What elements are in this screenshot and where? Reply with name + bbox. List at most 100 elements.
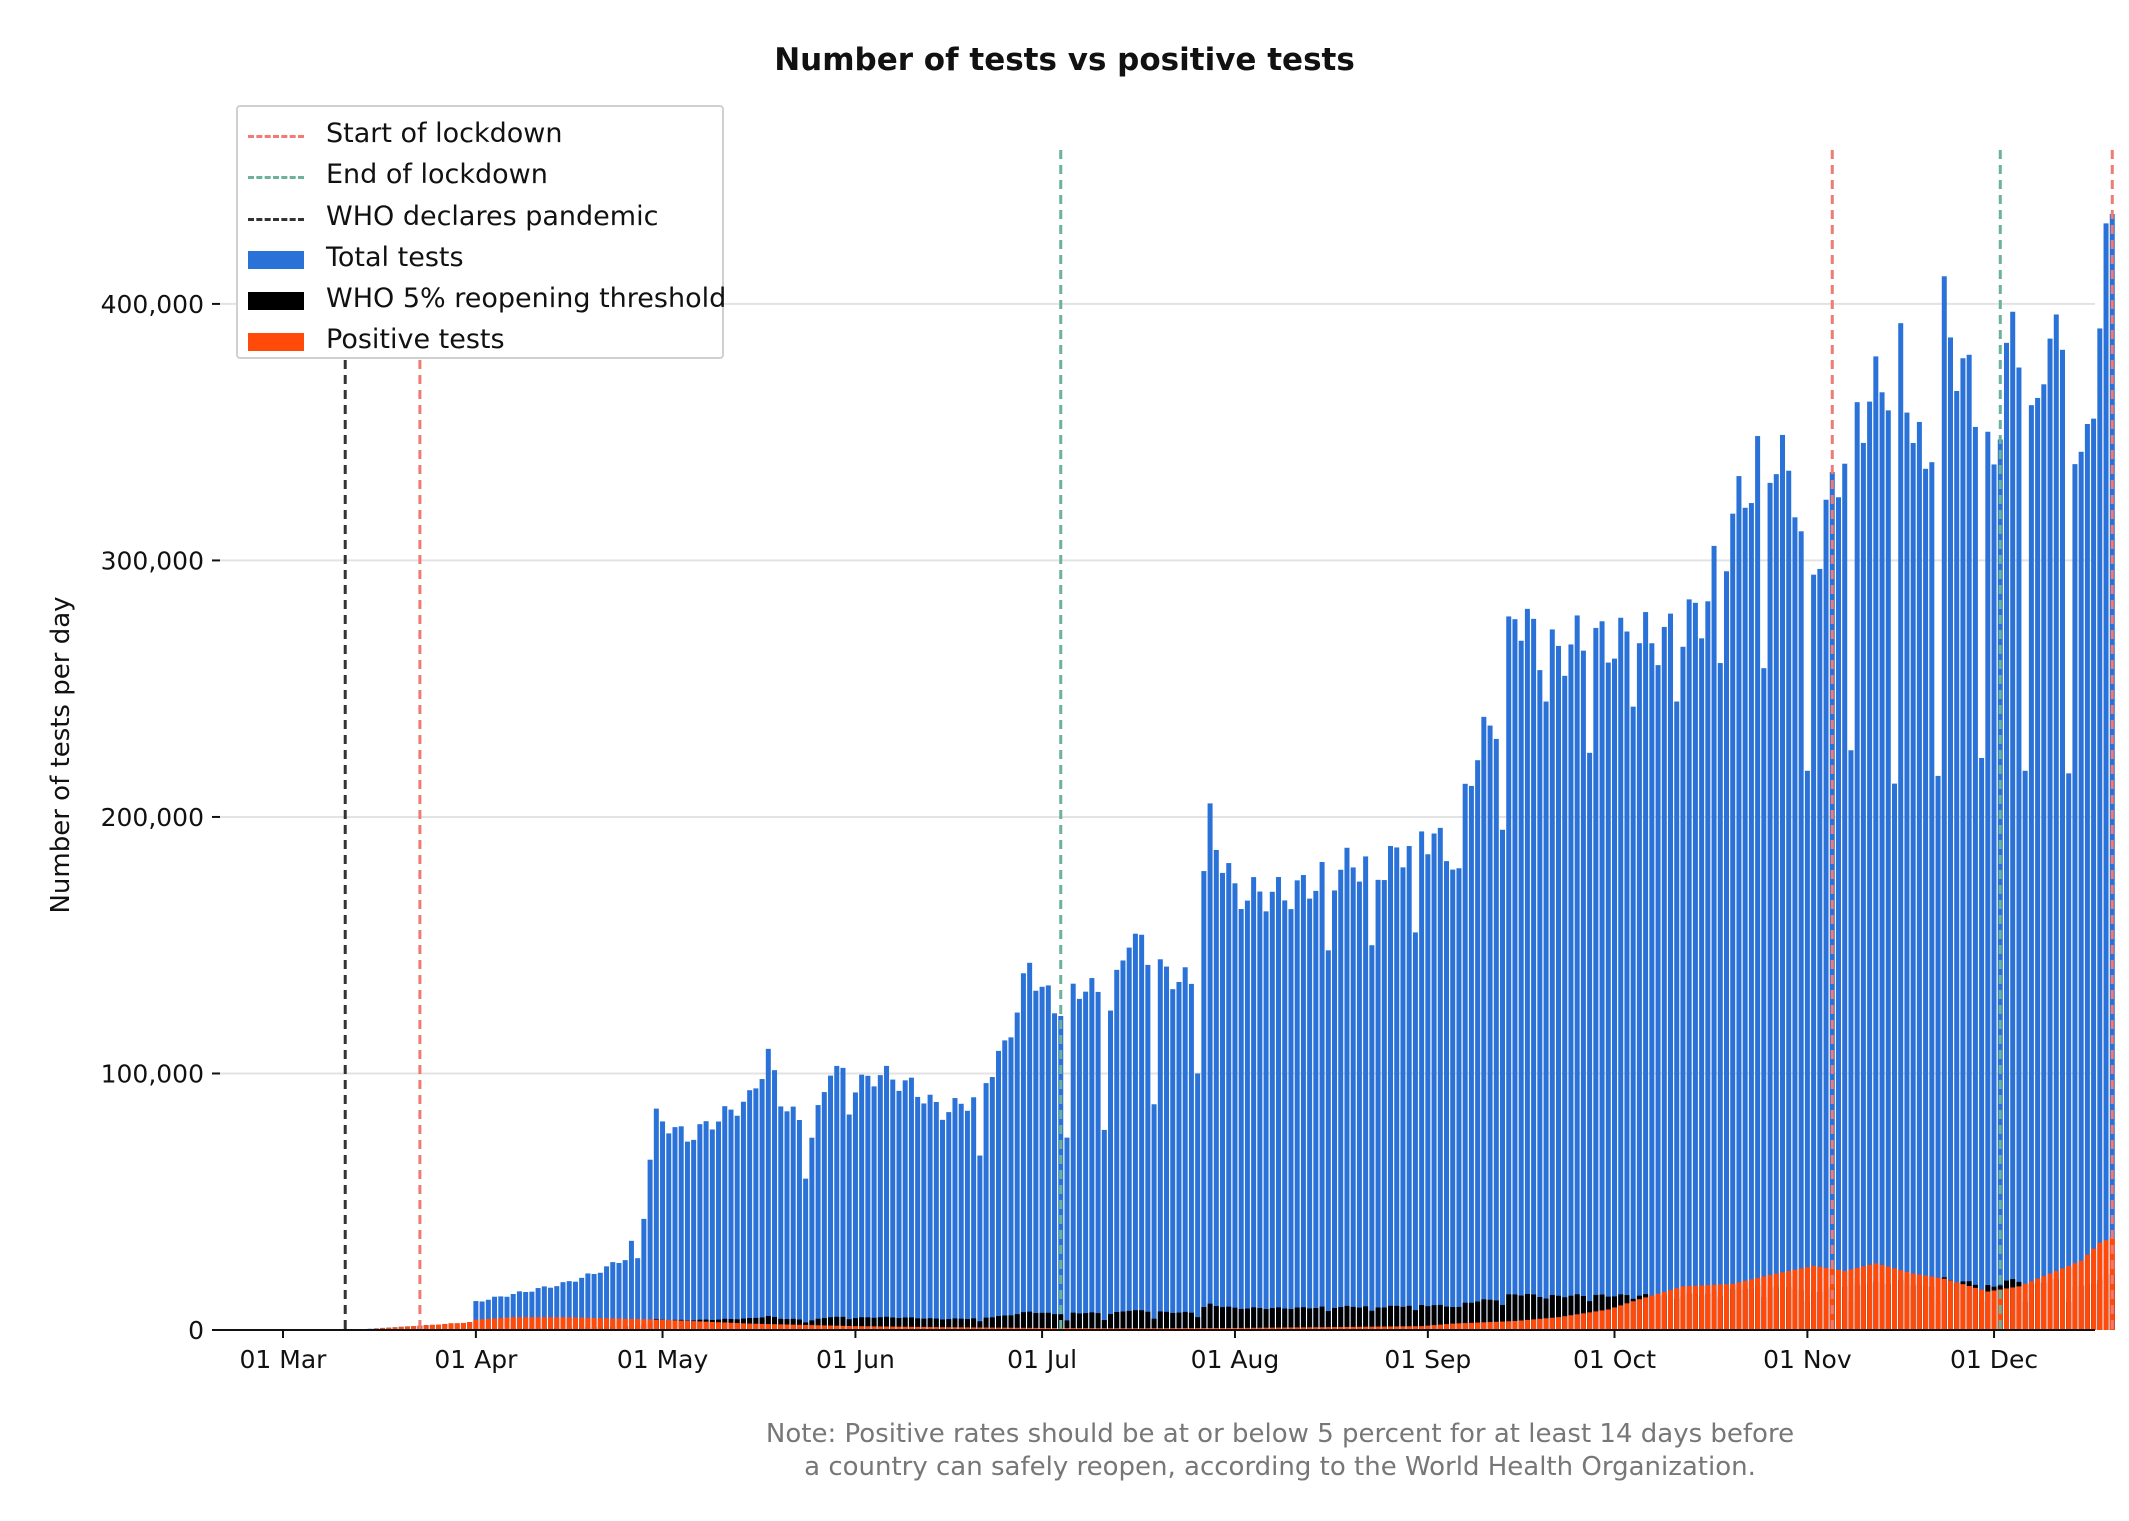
bar-positive-tests [504, 1317, 510, 1330]
bar-positive-tests [809, 1325, 815, 1330]
bar-who-threshold [1543, 1298, 1549, 1330]
bar-positive-tests [803, 1324, 809, 1330]
bar-total-tests [877, 1075, 883, 1330]
bar-total-tests [1923, 468, 1929, 1330]
bar-positive-tests [1269, 1327, 1275, 1330]
bar-total-tests [1804, 770, 1810, 1330]
legend-swatch [248, 217, 304, 221]
bar-total-tests [1624, 631, 1630, 1330]
bar-who-threshold [1164, 1311, 1170, 1330]
bar-positive-tests [1761, 1276, 1767, 1330]
bar-positive-tests [1220, 1327, 1226, 1330]
bar-total-tests [1481, 716, 1487, 1330]
bar-total-tests [1947, 337, 1953, 1330]
bar-who-threshold [852, 1318, 858, 1330]
bar-total-tests [1699, 638, 1705, 1330]
bar-positive-tests [778, 1324, 784, 1330]
bar-total-tests [1531, 618, 1537, 1330]
bar-positive-tests [728, 1322, 734, 1330]
bar-positive-tests [1537, 1318, 1543, 1330]
bar-positive-tests [1786, 1271, 1792, 1330]
x-tick-label: 01 Nov [1763, 1345, 1852, 1374]
bar-who-threshold [815, 1318, 821, 1330]
bar-total-tests [1052, 1013, 1058, 1330]
bar-total-tests [1823, 499, 1829, 1330]
bar-total-tests [821, 1092, 827, 1330]
bar-positive-tests [1692, 1285, 1698, 1330]
bar-positive-tests [1972, 1287, 1978, 1330]
bar-positive-tests [1052, 1327, 1058, 1330]
legend-item: WHO 5% reopening threshold [238, 279, 726, 320]
bar-total-tests [591, 1273, 597, 1330]
bar-total-tests [1842, 463, 1848, 1331]
bar-who-threshold [1294, 1307, 1300, 1330]
y-axis-label: Number of tests per day [46, 596, 76, 913]
bar-total-tests [1798, 531, 1804, 1330]
legend-item: Positive tests [238, 320, 722, 361]
bar-total-tests [653, 1108, 659, 1330]
bar-positive-tests [1767, 1275, 1773, 1330]
bar-who-threshold [1462, 1302, 1468, 1330]
bar-total-tests [2047, 338, 2053, 1330]
bar-positive-tests [940, 1327, 946, 1330]
bar-total-tests [510, 1293, 516, 1330]
bar-positive-tests [1412, 1326, 1418, 1330]
bar-positive-tests [740, 1323, 746, 1330]
bar-total-tests [1649, 643, 1655, 1330]
bar-total-tests [1873, 356, 1879, 1331]
bar-positive-tests [1742, 1280, 1748, 1330]
bar-positive-tests [1450, 1323, 1456, 1330]
legend-item: End of lockdown [238, 155, 722, 196]
bar-who-threshold [1170, 1312, 1176, 1330]
bar-total-tests [1120, 960, 1126, 1330]
bar-total-tests [1045, 985, 1051, 1330]
bar-positive-tests [1618, 1305, 1624, 1330]
bar-positive-tests [877, 1326, 883, 1330]
bar-who-threshold [1307, 1308, 1313, 1330]
bar-who-threshold [1201, 1307, 1207, 1330]
bar-positive-tests [1730, 1283, 1736, 1330]
bar-positive-tests [859, 1326, 865, 1330]
bar-total-tests [1375, 879, 1381, 1330]
bar-who-threshold [1002, 1315, 1008, 1330]
bar-who-threshold [1052, 1314, 1058, 1330]
bar-total-tests [1419, 831, 1425, 1330]
bar-total-tests [1493, 738, 1499, 1330]
bar-positive-tests [977, 1327, 983, 1330]
bar-total-tests [734, 1115, 740, 1330]
bar-positive-tests [1643, 1297, 1649, 1330]
bar-total-tests [1095, 991, 1101, 1330]
bar-who-threshold [1363, 1306, 1369, 1330]
bar-total-tests [2072, 464, 2078, 1330]
bar-who-threshold [1568, 1295, 1574, 1330]
bar-who-threshold [1263, 1309, 1269, 1330]
bar-total-tests [678, 1126, 684, 1330]
bar-total-tests [946, 1112, 952, 1330]
bar-positive-tests [1456, 1323, 1462, 1330]
bar-positive-tests [1431, 1325, 1437, 1330]
bar-positive-tests [828, 1325, 834, 1330]
bar-total-tests [902, 1080, 908, 1330]
bar-who-threshold [896, 1318, 902, 1330]
bar-who-threshold [1381, 1307, 1387, 1330]
bar-positive-tests [1792, 1269, 1798, 1330]
bar-total-tests [1456, 868, 1462, 1330]
bar-positive-tests [1580, 1313, 1586, 1330]
bar-positive-tests [846, 1326, 852, 1330]
bar-total-tests [983, 1083, 989, 1330]
bar-who-threshold [821, 1318, 827, 1330]
vertical-event-lines [343, 150, 2114, 1330]
bar-who-threshold [921, 1318, 927, 1330]
bar-who-threshold [1388, 1305, 1394, 1330]
bar-positive-tests [498, 1318, 504, 1330]
bar-who-threshold [1500, 1304, 1506, 1330]
bar-total-tests [1549, 629, 1555, 1330]
bar-total-tests [890, 1079, 896, 1330]
bar-who-threshold [915, 1318, 921, 1330]
bar-total-tests [1475, 760, 1481, 1330]
bar-who-threshold [1064, 1320, 1070, 1330]
bar-positive-tests [1798, 1268, 1804, 1330]
bar-positive-tests [1251, 1327, 1257, 1330]
bar-positive-tests [2016, 1286, 2022, 1330]
bar-positive-tests [691, 1321, 697, 1330]
